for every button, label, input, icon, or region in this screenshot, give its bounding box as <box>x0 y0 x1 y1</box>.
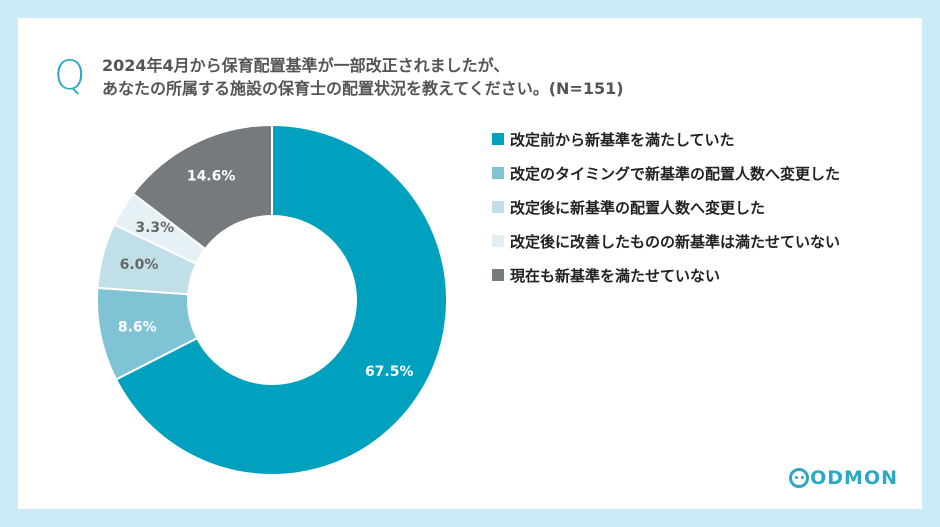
legend-swatch <box>492 167 504 179</box>
survey-card: Q 2024年4月から保育配置基準が一部改正されましたが、 あなたの所属する施設… <box>18 18 922 509</box>
data-label-2: 8.6% <box>118 319 157 335</box>
chart-legend: 改定前から新基準を満たしていた改定のタイミングで新基準の配置人数へ変更した 改定後… <box>492 122 840 292</box>
legend-swatch <box>492 201 504 213</box>
question-line-1: 2024年4月から保育配置基準が一部改正されましたが、 <box>102 56 510 75</box>
legend-label: 改定後に新基準の配置人数へ変更した <box>510 198 766 217</box>
data-label-4: 3.3% <box>135 220 174 236</box>
donut-slice-1 <box>114 123 448 476</box>
legend-swatch <box>492 133 504 145</box>
legend-label: 改定前から新基準を満たしていた <box>510 130 735 149</box>
donut-slice-5 <box>131 123 273 251</box>
donut-chart: 67.5% 8.6% 6.0% 3.3% 14.6% <box>96 123 448 476</box>
codmon-logo: ODMON <box>789 467 898 489</box>
legend-item-4: 改定後に改善したものの新基準は満たせていない <box>492 224 840 258</box>
legend-item-2: 改定のタイミングで新基準の配置人数へ変更した <box>492 156 840 190</box>
legend-label: 改定後に改善したものの新基準は満たせていない <box>510 232 841 251</box>
data-label-1: 67.5% <box>365 364 414 380</box>
legend-label: 現在も新基準を満たせていない <box>510 266 721 285</box>
logo-text: ODMON <box>810 467 898 489</box>
legend-label: 改定のタイミングで新基準の配置人数へ変更した <box>510 164 841 183</box>
legend-swatch <box>492 269 504 281</box>
smiley-c-icon <box>789 468 810 488</box>
question-text: 2024年4月から保育配置基準が一部改正されましたが、 あなたの所属する施設の保… <box>102 54 742 100</box>
question-mark: Q <box>54 53 86 99</box>
data-label-5: 14.6% <box>187 169 236 185</box>
data-label-3: 6.0% <box>120 257 159 273</box>
legend-item-5: 現在も新基準を満たせていない <box>492 258 840 292</box>
legend-item-3: 改定後に新基準の配置人数へ変更した <box>492 190 840 224</box>
question-line-2: あなたの所属する施設の保育士の配置状況を教えてください。(N=151) <box>102 79 624 98</box>
legend-swatch <box>492 235 504 247</box>
legend-item-1: 改定前から新基準を満たしていた <box>492 122 840 156</box>
